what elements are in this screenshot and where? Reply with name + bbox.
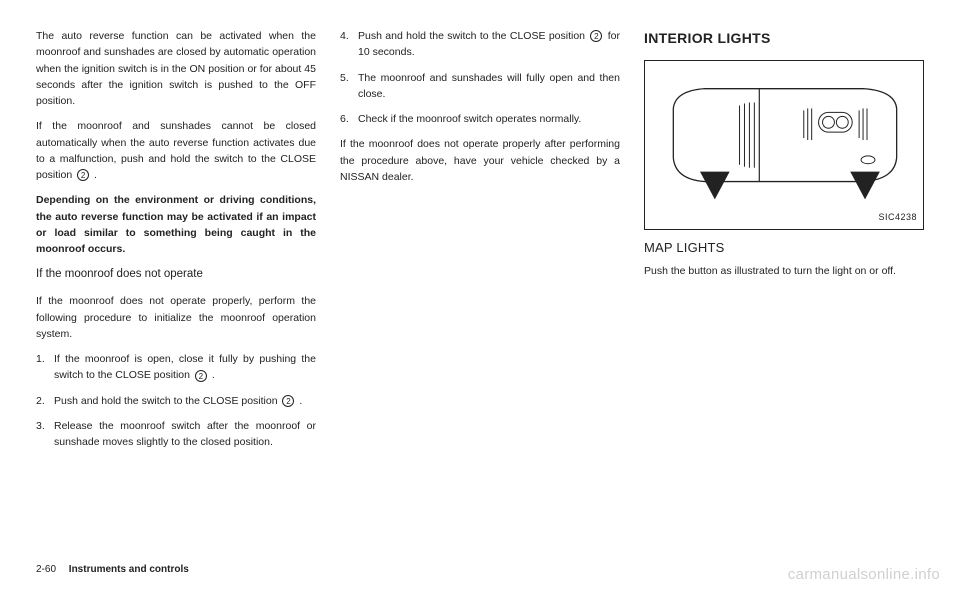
section-title-interior-lights: INTERIOR LIGHTS <box>644 28 924 50</box>
text-fragment: Release the moonroof switch after the mo… <box>54 420 316 448</box>
column-1: The auto reverse function can be activat… <box>36 28 316 538</box>
para-init-intro: If the moonroof does not operate properl… <box>36 293 316 342</box>
circled-2-icon: 2 <box>282 395 294 407</box>
circled-2-icon: 2 <box>77 169 89 181</box>
para-dealer: If the moonroof does not operate properl… <box>340 136 620 185</box>
subhead-not-operate: If the moonroof does not operate <box>36 266 316 284</box>
list-number: 1. <box>36 351 45 367</box>
para-malfunction: If the moonroof and sunshades cannot be … <box>36 118 316 183</box>
map-lights-illustration <box>645 61 923 229</box>
list-item: 4. Push and hold the switch to the CLOSE… <box>340 28 620 61</box>
list-number: 4. <box>340 28 349 44</box>
text-fragment: . <box>212 369 215 381</box>
text-fragment: Check if the moonroof switch operates no… <box>358 113 581 125</box>
text-fragment: If the moonroof is open, close it fully … <box>54 353 316 381</box>
diagram-map-lights: SIC4238 <box>644 60 924 230</box>
list-item: 1. If the moonroof is open, close it ful… <box>36 351 316 384</box>
subsection-map-lights: MAP LIGHTS <box>644 238 924 258</box>
list-item: 6. Check if the moonroof switch operates… <box>340 111 620 127</box>
circled-2-icon: 2 <box>195 370 207 382</box>
column-2: 4. Push and hold the switch to the CLOSE… <box>340 28 620 538</box>
list-item: 3. Release the moonroof switch after the… <box>36 418 316 451</box>
page-body: The auto reverse function can be activat… <box>36 28 924 538</box>
list-number: 3. <box>36 418 45 434</box>
watermark-text: carmanualsonline.info <box>788 566 940 583</box>
list-item: 2. Push and hold the switch to the CLOSE… <box>36 393 316 409</box>
section-name: Instruments and controls <box>69 564 189 575</box>
list-number: 2. <box>36 393 45 409</box>
text-fragment: . <box>94 169 97 181</box>
text-fragment: Push and hold the switch to the CLOSE po… <box>54 395 278 407</box>
list-number: 6. <box>340 111 349 127</box>
list-item: 5. The moonroof and sunshades will fully… <box>340 70 620 103</box>
text-fragment: The moonroof and sunshades will fully op… <box>358 72 620 100</box>
text-fragment: Push and hold the switch to the CLOSE po… <box>358 30 585 42</box>
procedure-list-1: 1. If the moonroof is open, close it ful… <box>36 351 316 450</box>
diagram-code: SIC4238 <box>878 211 917 225</box>
page-footer: 2-60 Instruments and controls <box>36 564 189 575</box>
para-map-lights: Push the button as illustrated to turn t… <box>644 263 924 279</box>
circled-2-icon: 2 <box>590 30 602 42</box>
para-warning-bold: Depending on the environment or driving … <box>36 192 316 257</box>
page-number: 2-60 <box>36 564 56 575</box>
column-3: INTERIOR LIGHTS <box>644 28 924 538</box>
para-auto-reverse: The auto reverse function can be activat… <box>36 28 316 109</box>
list-number: 5. <box>340 70 349 86</box>
text-fragment: . <box>299 395 302 407</box>
procedure-list-2: 4. Push and hold the switch to the CLOSE… <box>340 28 620 127</box>
